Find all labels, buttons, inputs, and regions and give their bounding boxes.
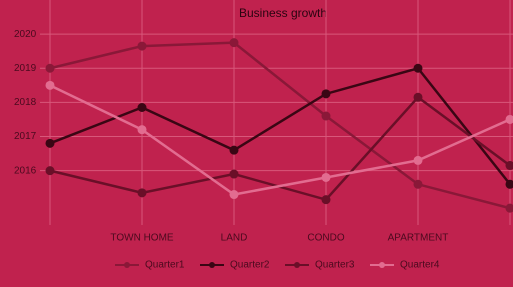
y-tick-label: 2017	[14, 131, 37, 142]
legend-label: Quarter3	[315, 260, 355, 271]
data-point	[46, 81, 55, 90]
y-tick-label: 2019	[14, 63, 37, 74]
chart-title: Business growth	[239, 6, 327, 20]
data-point	[230, 146, 239, 155]
background	[0, 0, 513, 287]
data-point	[46, 139, 55, 148]
data-point	[322, 112, 331, 121]
legend-label: Quarter2	[230, 260, 270, 271]
data-point	[414, 64, 423, 73]
data-point	[138, 188, 147, 197]
legend-label: Quarter4	[400, 260, 440, 271]
data-point	[138, 103, 147, 112]
data-point	[230, 38, 239, 47]
data-point	[138, 125, 147, 134]
data-point	[230, 190, 239, 199]
data-point	[414, 180, 423, 189]
y-tick-label: 2020	[14, 29, 37, 40]
data-point	[46, 64, 55, 73]
x-tick-label: CONDO	[307, 233, 344, 244]
data-point	[322, 195, 331, 204]
y-tick-label: 2018	[14, 97, 37, 108]
chart: Business growth 2016 2017 2018 2019 2020 TOWN…	[0, 0, 513, 287]
legend-marker	[379, 262, 385, 268]
x-tick-label: TOWN HOME	[110, 233, 173, 244]
x-tick-label: LAND	[221, 233, 248, 244]
data-point	[46, 166, 55, 175]
x-tick-label: APARTMENT	[388, 233, 449, 244]
legend-marker	[124, 262, 130, 268]
legend-marker	[209, 262, 215, 268]
data-point	[414, 156, 423, 165]
data-point	[322, 89, 331, 98]
data-point	[230, 170, 239, 179]
data-point	[414, 93, 423, 102]
legend-label: Quarter1	[145, 260, 185, 271]
y-tick-label: 2016	[14, 165, 37, 176]
legend-marker	[294, 262, 300, 268]
data-point	[322, 173, 331, 182]
data-point	[138, 42, 147, 51]
